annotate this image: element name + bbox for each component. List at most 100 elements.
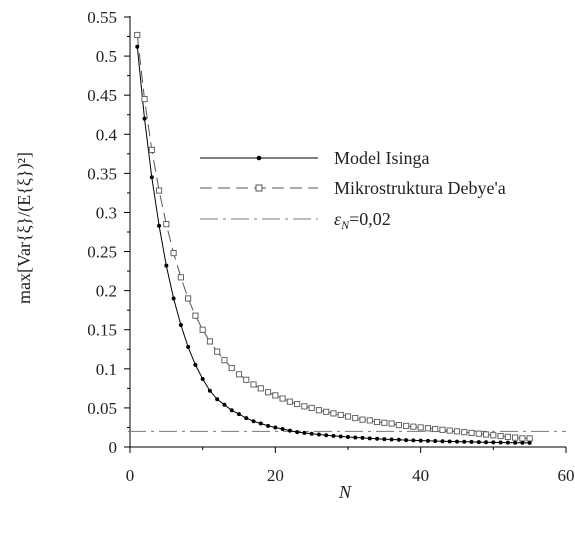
series-model-isinga-point <box>331 433 336 438</box>
series-mikrostruktura-point <box>490 432 497 439</box>
y-tick-label: 0.2 <box>96 282 117 301</box>
series-mikrostruktura-point <box>308 404 315 411</box>
series-model-isinga-point <box>229 408 234 413</box>
series-model-isinga-point <box>287 428 292 433</box>
y-tick-label: 0.15 <box>87 321 117 340</box>
series-model-isinga-point <box>396 437 401 442</box>
series-mikrostruktura-point <box>497 433 504 440</box>
series-model-isinga-point <box>425 438 430 443</box>
series-model-isinga-point <box>258 421 263 426</box>
series-model-isinga-point <box>404 438 409 443</box>
series-model-isinga-point <box>215 397 220 402</box>
x-tick-label: 60 <box>558 466 575 485</box>
series-mikrostruktura-point <box>359 416 366 423</box>
series-mikrostruktura-point <box>228 364 235 372</box>
series-model-isinga-point <box>375 436 380 441</box>
series-model-isinga-point <box>440 439 445 444</box>
series-mikrostruktura-point <box>453 428 461 435</box>
series-mikrostruktura-point <box>403 422 410 429</box>
series-mikrostruktura-point <box>141 96 148 103</box>
series-model-isinga-point <box>360 435 365 440</box>
x-tick-label: 20 <box>267 466 284 485</box>
x-axis: 0 20 40 60 <box>126 446 575 485</box>
series-model-isinga-point <box>266 423 271 428</box>
series-model-isinga-point <box>476 440 481 445</box>
series-mikrostruktura-point <box>526 435 533 442</box>
series-mikrostruktura-point <box>330 410 337 417</box>
legend-item-mikrostruktura: Mikrostruktura Debye'a <box>200 178 506 198</box>
series-model-isinga-point <box>222 402 227 407</box>
series-model-isinga-point <box>491 440 496 445</box>
series-model-isinga-point <box>462 439 467 444</box>
series-model-isinga-point <box>316 432 321 437</box>
series-mikrostruktura-point <box>156 187 163 194</box>
series-model-isinga-point <box>418 438 423 443</box>
series-mikrostruktura-point <box>417 424 424 431</box>
y-tick-label: 0.35 <box>87 164 117 183</box>
series-model-isinga-point <box>498 440 503 445</box>
series-model-isinga-point <box>505 440 510 445</box>
series-mikrostruktura-point <box>243 376 250 383</box>
series-mikrostruktura-point <box>257 385 264 392</box>
x-tick-label: 40 <box>412 466 429 485</box>
series-model-isinga-point <box>244 416 249 421</box>
series-mikrostruktura-point <box>352 415 359 422</box>
series-model-isinga-point <box>302 430 307 435</box>
y-tick-label: 0.4 <box>96 125 118 144</box>
series-mikrostruktura-line <box>136 34 530 439</box>
series-mikrostruktura-point <box>272 392 279 399</box>
series-mikrostruktura-point <box>301 403 308 410</box>
series-mikrostruktura-point <box>279 395 286 402</box>
series-mikrostruktura-point <box>265 389 272 396</box>
series-model-isinga-line <box>136 46 530 444</box>
series-model-isinga-point <box>142 116 147 121</box>
series-mikrostruktura-point <box>381 419 388 426</box>
series-mikrostruktura-point <box>468 429 475 436</box>
series-model-isinga-point <box>186 344 191 349</box>
legend-item-epsilon: εN=0,02 <box>200 209 391 232</box>
series-mikrostruktura-point <box>170 250 177 257</box>
series-mikrostruktura-point <box>315 407 322 414</box>
series-model-isinga-point <box>389 437 394 442</box>
series-model-isinga-point <box>353 435 358 440</box>
series-mikrostruktura-point <box>410 423 417 430</box>
series-mikrostruktura-point <box>374 418 381 426</box>
series-model-isinga-point <box>149 175 154 180</box>
series-mikrostruktura-point <box>461 429 468 436</box>
y-tick-label: 0 <box>109 438 118 457</box>
series-model-isinga-point <box>309 431 314 436</box>
series-model-isinga-point <box>513 440 518 445</box>
x-axis-label: N <box>338 482 352 502</box>
series-mikrostruktura-point <box>337 411 344 418</box>
series-model-isinga-point <box>455 439 459 444</box>
series-model-isinga-point <box>200 376 205 381</box>
series-model-isinga-point <box>135 44 140 49</box>
series-mikrostruktura-point <box>235 371 243 378</box>
series-model-isinga-point <box>237 412 241 417</box>
series-mikrostruktura-point <box>163 221 170 228</box>
series-mikrostruktura-point <box>221 357 228 364</box>
series-model-isinga-point <box>324 433 329 438</box>
y-tick-label: 0.45 <box>87 86 117 105</box>
series-model-isinga-point <box>251 419 256 424</box>
series-mikrostruktura-point <box>395 422 402 429</box>
series-mikrostruktura-point <box>192 312 199 319</box>
series-mikrostruktura-point <box>439 426 446 433</box>
series-model-isinga-point <box>447 439 452 444</box>
series-mikrostruktura-point <box>483 431 490 438</box>
x-tick-label: 0 <box>126 466 135 485</box>
legend: Model Isinga Mikrostruktura Debye'a εN=0… <box>200 148 506 232</box>
series-model-isinga-point <box>273 425 278 430</box>
y-tick-label: 0.3 <box>96 203 117 222</box>
series-mikrostruktura-point <box>446 427 453 434</box>
y-tick-label: 0.05 <box>87 399 117 418</box>
series-model-isinga-point <box>411 438 416 443</box>
series-model-isinga-point <box>367 436 372 441</box>
series-model-isinga-point <box>280 427 285 432</box>
series-model-isinga-point <box>171 296 176 301</box>
y-tick-label: 0.55 <box>87 8 117 27</box>
y-tick-label: 0.1 <box>96 360 117 379</box>
series-model-isinga-point <box>469 439 474 444</box>
series-mikrostruktura-point <box>519 435 526 442</box>
